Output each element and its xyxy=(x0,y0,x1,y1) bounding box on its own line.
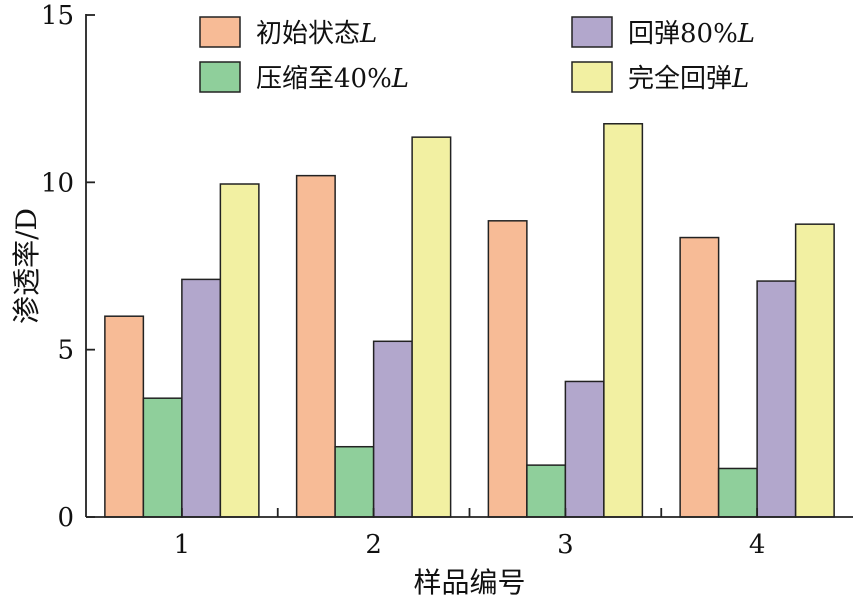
bar-series3-cat3 xyxy=(564,380,605,518)
legend-label-italic: L xyxy=(391,64,409,94)
bars-group xyxy=(104,123,835,518)
legend-swatch-4 xyxy=(571,61,613,93)
x-tick-label: 2 xyxy=(365,530,382,560)
bar-series3-cat4 xyxy=(756,280,797,518)
bar-series2-cat1 xyxy=(142,397,183,518)
y-tick-label: 5 xyxy=(57,336,74,366)
x-tick-label: 3 xyxy=(557,530,574,560)
legend-label-italic: L xyxy=(731,64,749,94)
y-tick-label: 0 xyxy=(57,503,74,533)
bar-series4-cat2 xyxy=(411,136,452,518)
bar-series1-cat2 xyxy=(295,174,336,518)
bar-series4-cat3 xyxy=(603,123,644,518)
bar-series1-cat4 xyxy=(679,236,720,518)
bar-series1-cat3 xyxy=(487,220,528,518)
x-axis-title: 样品编号 xyxy=(413,566,525,599)
bar-series2-cat4 xyxy=(717,467,758,518)
bar-series2-cat2 xyxy=(334,445,375,518)
bar-series4-cat4 xyxy=(794,223,835,518)
bar-series3-cat2 xyxy=(372,340,413,518)
legend-label-text: 回弹80% xyxy=(628,19,738,49)
legend-label-4: 完全回弹L xyxy=(628,64,749,94)
legend-label-text: 初始状态 xyxy=(256,19,360,49)
bar-series3-cat1 xyxy=(181,278,222,518)
legend-label-3: 回弹80%L xyxy=(628,19,755,49)
legend-label-2: 压缩至40%L xyxy=(256,64,409,94)
x-tick-label: 1 xyxy=(174,530,191,560)
legend-label-text: 压缩至40% xyxy=(256,64,392,94)
legend-label-text: 完全回弹 xyxy=(628,64,732,94)
legend-swatch-3 xyxy=(571,16,613,48)
x-tick-label: 4 xyxy=(749,530,766,560)
bar-series2-cat3 xyxy=(526,464,567,518)
y-tick-label: 10 xyxy=(41,168,74,198)
legend-label-italic: L xyxy=(359,19,377,49)
legend-label-1: 初始状态L xyxy=(256,19,377,49)
legend-swatch-2 xyxy=(199,61,241,93)
legend-label-italic: L xyxy=(737,19,755,49)
bar-series4-cat1 xyxy=(219,183,260,518)
legend-swatch-1 xyxy=(199,16,241,48)
bar-series1-cat1 xyxy=(104,315,145,518)
y-axis-title: 渗透率/D xyxy=(10,208,43,324)
y-tick-label: 15 xyxy=(41,1,74,31)
axes-group: 0 5 10 15 1 2 3 4 样品编号 渗透率/D xyxy=(10,1,853,599)
